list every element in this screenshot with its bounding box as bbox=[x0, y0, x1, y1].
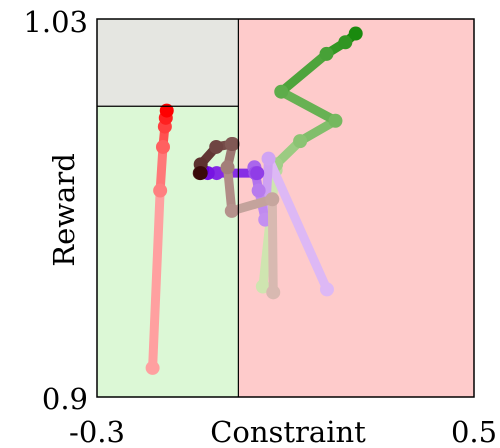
region-infeasible bbox=[238, 19, 474, 397]
series-2-segment bbox=[276, 87, 340, 126]
series-1-segment bbox=[155, 142, 168, 196]
x-axis-label: Constraint bbox=[210, 415, 366, 448]
series-4-point bbox=[193, 166, 208, 181]
series-3-point bbox=[250, 166, 265, 181]
series-2-point bbox=[348, 26, 363, 41]
series-2-point bbox=[274, 84, 289, 99]
series-4-point bbox=[266, 285, 281, 300]
series-3-point bbox=[261, 151, 276, 166]
y-tick-label-min: 0.9 bbox=[42, 382, 88, 416]
y-tick-label-max: 1.03 bbox=[23, 5, 88, 39]
series-1 bbox=[145, 103, 174, 375]
x-tick-label-max: 0.5 bbox=[451, 415, 497, 448]
series-4-segment bbox=[223, 162, 237, 216]
series-2-point bbox=[328, 113, 343, 128]
series-3-segment bbox=[264, 154, 332, 294]
x-tick-label-min: -0.3 bbox=[69, 415, 125, 448]
series-3-point bbox=[319, 282, 334, 297]
y-axis-label: Reward bbox=[47, 153, 81, 267]
series-1-point bbox=[153, 183, 168, 198]
series-4-point bbox=[224, 137, 239, 152]
series-1-point bbox=[159, 103, 174, 118]
series-4-point bbox=[224, 203, 239, 218]
series-1-point bbox=[155, 139, 170, 154]
series-4-point bbox=[220, 160, 235, 175]
series-1-point bbox=[145, 360, 160, 375]
series-2-point bbox=[319, 46, 334, 61]
series-2-segment bbox=[276, 49, 331, 97]
series-1-segment bbox=[148, 186, 165, 373]
series-4-segment bbox=[267, 194, 278, 297]
series-3-point bbox=[251, 183, 266, 198]
series-4-point bbox=[265, 192, 280, 207]
region-above-threshold bbox=[97, 19, 239, 107]
series-4-point bbox=[209, 139, 224, 154]
plot-frame bbox=[96, 18, 475, 398]
series-2-point bbox=[338, 35, 353, 50]
series-2-point bbox=[255, 279, 270, 294]
series-2-point bbox=[293, 134, 308, 149]
